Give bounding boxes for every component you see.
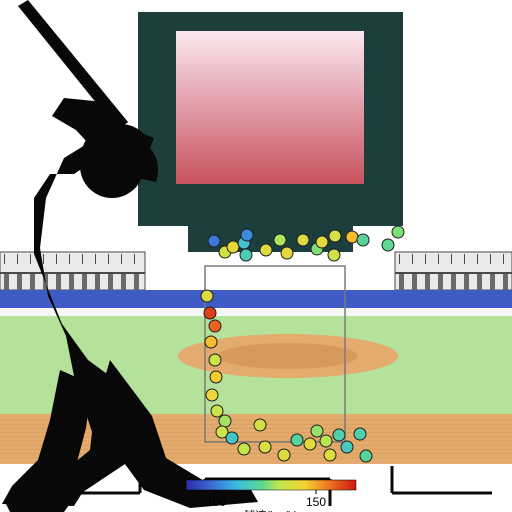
pitch-dot (328, 249, 340, 261)
pitch-dot (320, 435, 332, 447)
pitch-dot (304, 438, 316, 450)
pitch-dot (291, 434, 303, 446)
pitch-dot (201, 290, 213, 302)
pitch-dot (206, 389, 218, 401)
pitch-dot (238, 443, 250, 455)
stands-right (395, 252, 512, 290)
pitch-dot (211, 405, 223, 417)
pitch-dot (333, 429, 345, 441)
pitch-dot (259, 441, 271, 453)
pitch-dot (208, 235, 220, 247)
outfield-wall-blue (0, 290, 512, 308)
colorbar (186, 480, 356, 490)
pitch-dot (240, 249, 252, 261)
pitch-dot (210, 371, 222, 383)
pitch-dot (329, 230, 341, 242)
pitch-dot (311, 425, 323, 437)
pitch-location-chart: 100150球速(km/h) (0, 0, 512, 512)
pitch-dot (354, 428, 366, 440)
pitch-dot (226, 432, 238, 444)
pitch-dot (205, 336, 217, 348)
pitch-dot (346, 231, 358, 243)
pitch-dot (392, 226, 404, 238)
pitch-dot (360, 450, 372, 462)
pitch-dot (324, 449, 336, 461)
pitch-dot (204, 307, 216, 319)
pitch-dot (357, 234, 369, 246)
pitch-dot (297, 234, 309, 246)
pitch-dot (227, 241, 239, 253)
pitch-dot (209, 320, 221, 332)
outfield-wall-white (0, 308, 512, 316)
pitch-dot (341, 441, 353, 453)
pitch-dot (382, 239, 394, 251)
stands-left (0, 252, 145, 290)
scoreboard-screen (175, 30, 365, 185)
pitch-dot (219, 415, 231, 427)
pitch-dot (241, 229, 253, 241)
pitch-dot (254, 419, 266, 431)
colorbar-tick-label: 150 (306, 495, 326, 509)
pitch-dot (274, 234, 286, 246)
pitch-dot (278, 449, 290, 461)
colorbar-tick-label: 100 (206, 495, 226, 509)
pitch-dot (281, 247, 293, 259)
pitch-dot (209, 354, 221, 366)
pitch-dot (260, 244, 272, 256)
pitch-dot (316, 236, 328, 248)
chart-svg: 100150球速(km/h) (0, 0, 512, 512)
